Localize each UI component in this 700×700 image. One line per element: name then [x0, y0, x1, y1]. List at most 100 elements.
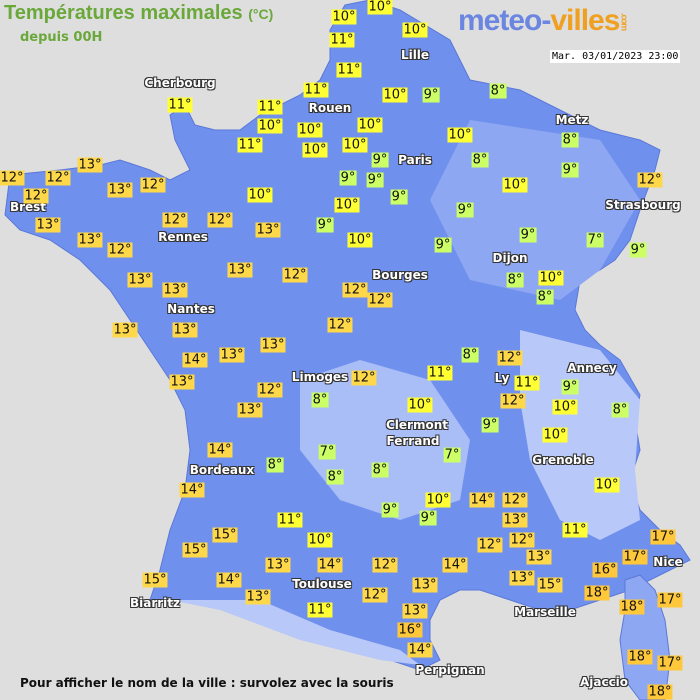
temperature-marker[interactable]: 10°	[334, 197, 360, 213]
temperature-marker[interactable]: 12°	[372, 557, 398, 573]
temperature-marker[interactable]: 11°	[303, 82, 329, 98]
temperature-marker[interactable]: 12°	[342, 282, 368, 298]
temperature-marker[interactable]: 11°	[237, 137, 263, 153]
temperature-marker[interactable]: 10°	[302, 142, 328, 158]
temperature-marker[interactable]: 14°	[317, 557, 343, 573]
temperature-marker[interactable]: 17°	[622, 549, 648, 565]
temperature-marker[interactable]: 10°	[542, 427, 568, 443]
temperature-marker[interactable]: 13°	[255, 222, 281, 238]
temperature-marker[interactable]: 12°	[327, 317, 353, 333]
temperature-marker[interactable]: 11°	[277, 512, 303, 528]
temperature-marker[interactable]: 8°	[611, 402, 629, 418]
temperature-marker[interactable]: 9°	[371, 152, 389, 168]
temperature-marker[interactable]: 13°	[265, 557, 291, 573]
temperature-marker[interactable]: 10°	[447, 127, 473, 143]
temperature-marker[interactable]: 13°	[402, 603, 428, 619]
temperature-marker[interactable]: 9°	[339, 170, 357, 186]
temperature-marker[interactable]: 10°	[367, 0, 393, 15]
temperature-marker[interactable]: 13°	[172, 322, 198, 338]
temperature-marker[interactable]: 12°	[351, 370, 377, 386]
temperature-marker[interactable]: 8°	[326, 469, 344, 485]
temperature-marker[interactable]: 9°	[381, 502, 399, 518]
temperature-marker[interactable]: 13°	[162, 282, 188, 298]
temperature-marker[interactable]: 11°	[514, 375, 540, 391]
temperature-marker[interactable]: 9°	[456, 202, 474, 218]
temperature-marker[interactable]: 9°	[481, 417, 499, 433]
temperature-marker[interactable]: 17°	[650, 529, 676, 545]
temperature-marker[interactable]: 9°	[316, 217, 334, 233]
temperature-marker[interactable]: 10°	[307, 532, 333, 548]
temperature-marker[interactable]: 15°	[182, 542, 208, 558]
temperature-marker[interactable]: 12°	[45, 170, 71, 186]
temperature-marker[interactable]: 12°	[107, 242, 133, 258]
temperature-marker[interactable]: 13°	[502, 512, 528, 528]
temperature-marker[interactable]: 13°	[526, 549, 552, 565]
temperature-marker[interactable]: 13°	[509, 570, 535, 586]
temperature-marker[interactable]: 10°	[407, 397, 433, 413]
temperature-marker[interactable]: 10°	[342, 137, 368, 153]
temperature-marker[interactable]: 12°	[500, 393, 526, 409]
temperature-marker[interactable]: 13°	[237, 402, 263, 418]
temperature-marker[interactable]: 12°	[0, 170, 25, 186]
temperature-marker[interactable]: 15°	[142, 572, 168, 588]
temperature-marker[interactable]: 17°	[657, 592, 683, 608]
temperature-marker[interactable]: 15°	[212, 527, 238, 543]
temperature-marker[interactable]: 13°	[260, 337, 286, 353]
temperature-marker[interactable]: 9°	[419, 510, 437, 526]
temperature-marker[interactable]: 10°	[382, 87, 408, 103]
temperature-marker[interactable]: 11°	[307, 602, 333, 618]
temperature-marker[interactable]: 16°	[592, 562, 618, 578]
temperature-marker[interactable]: 18°	[584, 585, 610, 601]
temperature-marker[interactable]: 10°	[247, 187, 273, 203]
temperature-marker[interactable]: 11°	[562, 522, 588, 538]
temperature-marker[interactable]: 18°	[647, 684, 673, 700]
temperature-marker[interactable]: 12°	[282, 267, 308, 283]
temperature-marker[interactable]: 10°	[297, 122, 323, 138]
logo[interactable]: meteo-villes.com	[458, 4, 630, 37]
temperature-marker[interactable]: 17°	[657, 655, 683, 671]
temperature-marker[interactable]: 18°	[619, 599, 645, 615]
temperature-marker[interactable]: 14°	[407, 642, 433, 658]
temperature-marker[interactable]: 10°	[594, 477, 620, 493]
temperature-marker[interactable]: 8°	[266, 457, 284, 473]
temperature-marker[interactable]: 11°	[336, 62, 362, 78]
temperature-marker[interactable]: 12°	[23, 188, 49, 204]
temperature-marker[interactable]: 13°	[169, 374, 195, 390]
temperature-marker[interactable]: 10°	[402, 22, 428, 38]
temperature-marker[interactable]: 11°	[427, 365, 453, 381]
temperature-marker[interactable]: 7°	[586, 232, 604, 248]
temperature-marker[interactable]: 14°	[442, 557, 468, 573]
temperature-marker[interactable]: 12°	[367, 292, 393, 308]
temperature-marker[interactable]: 9°	[390, 189, 408, 205]
temperature-marker[interactable]: 13°	[127, 272, 153, 288]
temperature-marker[interactable]: 8°	[461, 347, 479, 363]
temperature-marker[interactable]: 8°	[561, 132, 579, 148]
temperature-marker[interactable]: 11°	[329, 32, 355, 48]
temperature-marker[interactable]: 12°	[477, 537, 503, 553]
temperature-marker[interactable]: 12°	[502, 492, 528, 508]
temperature-marker[interactable]: 12°	[207, 212, 233, 228]
temperature-marker[interactable]: 10°	[502, 177, 528, 193]
temperature-marker[interactable]: 10°	[331, 9, 357, 25]
temperature-marker[interactable]: 12°	[497, 350, 523, 366]
temperature-marker[interactable]: 14°	[216, 572, 242, 588]
temperature-marker[interactable]: 9°	[561, 379, 579, 395]
temperature-marker[interactable]: 12°	[362, 587, 388, 603]
temperature-marker[interactable]: 8°	[311, 392, 329, 408]
temperature-marker[interactable]: 12°	[162, 212, 188, 228]
temperature-marker[interactable]: 10°	[425, 492, 451, 508]
temperature-marker[interactable]: 13°	[112, 322, 138, 338]
temperature-marker[interactable]: 13°	[219, 347, 245, 363]
temperature-marker[interactable]: 13°	[245, 589, 271, 605]
temperature-marker[interactable]: 10°	[538, 270, 564, 286]
temperature-marker[interactable]: 8°	[506, 272, 524, 288]
temperature-marker[interactable]: 8°	[489, 83, 507, 99]
temperature-marker[interactable]: 18°	[627, 649, 653, 665]
temperature-marker[interactable]: 9°	[434, 237, 452, 253]
temperature-marker[interactable]: 13°	[107, 182, 133, 198]
temperature-marker[interactable]: 14°	[179, 482, 205, 498]
temperature-marker[interactable]: 13°	[77, 157, 103, 173]
temperature-marker[interactable]: 7°	[318, 444, 336, 460]
temperature-marker[interactable]: 13°	[227, 262, 253, 278]
temperature-marker[interactable]: 9°	[629, 242, 647, 258]
